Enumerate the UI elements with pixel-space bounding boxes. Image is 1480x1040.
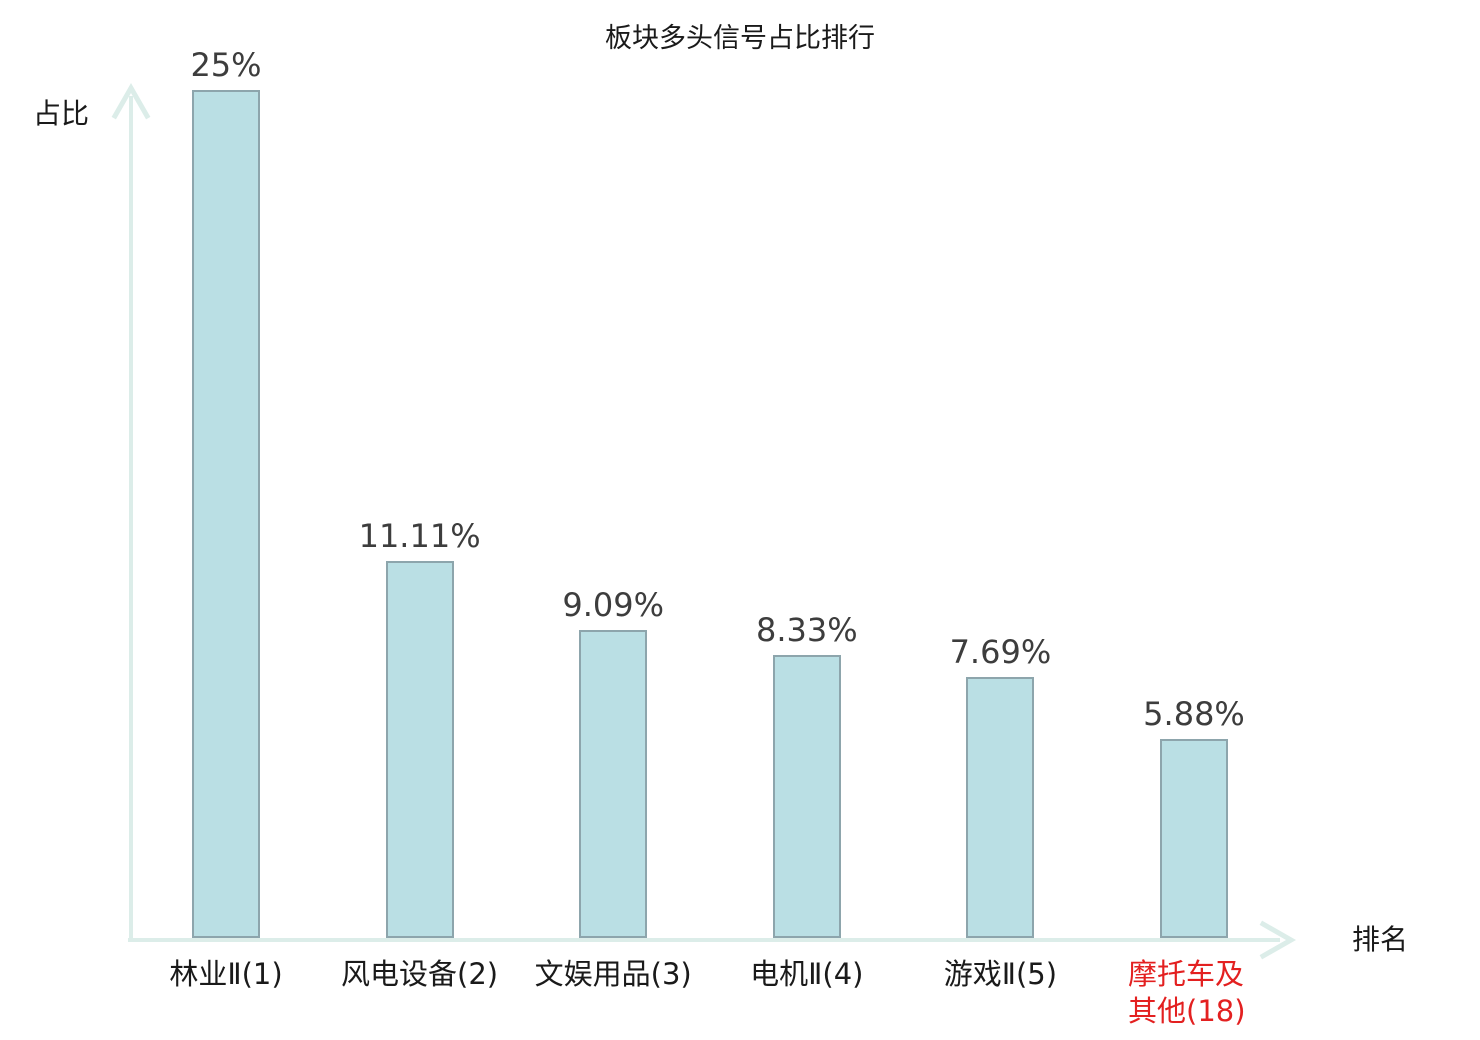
category-label: 林业Ⅱ(1): [169, 957, 283, 991]
bar-value-label: 11.11%: [358, 517, 481, 555]
bar: [1160, 739, 1228, 938]
category-label: 游戏Ⅱ(5): [943, 957, 1058, 991]
bar: [192, 90, 260, 938]
bar-value-label: 25%: [190, 46, 262, 84]
bar-value-label: 7.69%: [949, 633, 1052, 671]
bar: [966, 677, 1035, 938]
bar: [579, 630, 648, 938]
category-label: 文娱用品(3): [534, 957, 692, 991]
category-label: 电机Ⅱ(4): [750, 957, 864, 991]
x-axis-label: 排名: [1352, 923, 1409, 956]
bar: [772, 655, 841, 938]
bar-value-label: 5.88%: [1143, 695, 1245, 733]
category-label: 摩托车及 其他(18): [1128, 957, 1246, 1028]
bar: [385, 561, 454, 938]
bar-value-label: 9.09%: [562, 586, 665, 624]
bar-value-label: 8.33%: [755, 611, 858, 649]
chart-title: 板块多头信号占比排行: [605, 23, 875, 54]
category-label: 风电设备(2): [341, 957, 499, 991]
y-axis-label: 占比: [33, 97, 90, 130]
